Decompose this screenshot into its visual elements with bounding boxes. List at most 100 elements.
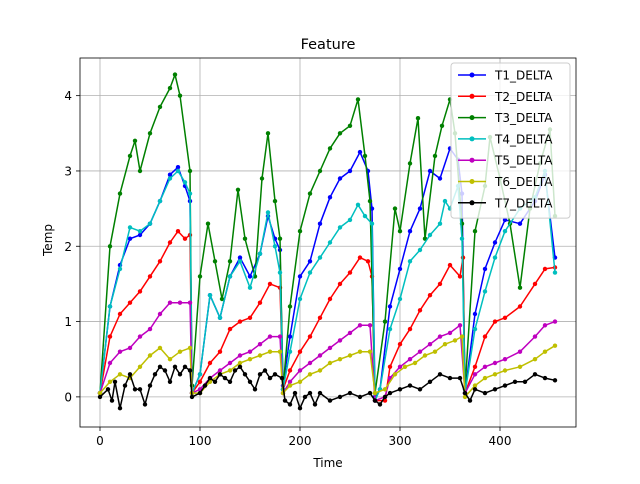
- data-point: [382, 394, 388, 400]
- data-point: [197, 390, 203, 396]
- data-point: [227, 259, 233, 264]
- data-point: [492, 240, 498, 245]
- data-point: [327, 345, 333, 351]
- data-point: [417, 349, 423, 354]
- data-point: [257, 372, 263, 377]
- data-point: [347, 168, 353, 174]
- data-point: [317, 353, 323, 358]
- data-point: [492, 255, 498, 260]
- legend-item: T7_DELTA: [458, 196, 553, 210]
- data-point: [437, 221, 443, 226]
- data-point: [187, 191, 193, 196]
- data-point: [247, 285, 253, 290]
- data-point: [397, 296, 403, 302]
- data-point: [137, 168, 143, 174]
- data-point: [142, 402, 148, 407]
- y-tick-label: 0: [64, 390, 72, 404]
- legend-item: T5_DELTA: [458, 154, 553, 168]
- data-point: [132, 387, 138, 392]
- data-point: [172, 364, 178, 369]
- data-point: [227, 360, 233, 366]
- data-point: [459, 236, 465, 241]
- data-point: [427, 342, 433, 347]
- data-point: [287, 334, 293, 339]
- data-point: [522, 379, 528, 384]
- data-point: [307, 360, 313, 366]
- data-point: [367, 390, 373, 396]
- data-point: [382, 387, 388, 392]
- legend-marker: [469, 93, 475, 99]
- legend-item: T4_DELTA: [458, 132, 553, 146]
- data-point: [482, 266, 488, 272]
- legend: T1_DELTA T2_DELTA T3_DELTA T4_DELTA T5_DELTA…: [450, 62, 571, 219]
- data-point: [187, 345, 193, 351]
- data-point: [397, 364, 403, 369]
- data-point: [367, 323, 373, 328]
- data-point: [482, 375, 488, 381]
- legend-label: T2_DELTA: [494, 90, 553, 104]
- data-point: [327, 240, 333, 245]
- data-point: [105, 387, 111, 392]
- data-point: [187, 368, 193, 373]
- data-point: [175, 229, 181, 234]
- data-point: [337, 338, 343, 343]
- data-point: [482, 289, 488, 294]
- data-point: [222, 375, 228, 381]
- data-point: [257, 353, 263, 358]
- legend-label: T3_DELTA: [494, 111, 553, 125]
- legend-marker: [469, 115, 475, 121]
- data-point: [252, 387, 258, 392]
- data-point: [397, 387, 403, 392]
- data-point: [552, 270, 558, 275]
- data-point: [297, 274, 303, 279]
- data-point: [502, 315, 508, 320]
- data-point: [357, 323, 363, 328]
- data-point: [397, 342, 403, 347]
- data-point: [257, 300, 263, 305]
- data-point: [277, 270, 283, 275]
- series-t7-delta: [97, 364, 558, 411]
- data-point: [242, 236, 248, 241]
- data-point: [472, 229, 478, 234]
- data-point: [267, 334, 273, 339]
- data-point: [542, 266, 548, 272]
- data-point: [337, 131, 343, 136]
- data-point: [512, 379, 518, 384]
- data-point: [187, 168, 193, 174]
- data-point: [372, 390, 378, 396]
- data-point: [327, 195, 333, 200]
- data-point: [262, 368, 268, 373]
- data-point: [462, 390, 468, 396]
- data-point: [472, 326, 478, 332]
- data-point: [472, 364, 478, 369]
- x-tick-label: 300: [389, 434, 412, 448]
- data-point: [357, 149, 363, 155]
- data-point: [297, 368, 303, 373]
- x-tick-label: 200: [289, 434, 312, 448]
- data-point: [457, 323, 463, 328]
- data-point: [402, 364, 408, 369]
- series-line: [99, 170, 556, 402]
- data-point: [457, 274, 463, 279]
- data-point: [387, 390, 393, 396]
- y-axis-label: Temp: [41, 224, 55, 257]
- data-point: [317, 255, 323, 260]
- data-point: [422, 353, 428, 358]
- data-point: [357, 255, 363, 260]
- data-point: [347, 390, 353, 396]
- data-point: [177, 349, 183, 354]
- data-point: [97, 390, 103, 396]
- data-point: [212, 379, 218, 384]
- data-point: [177, 93, 183, 98]
- data-point: [447, 375, 453, 381]
- data-point: [287, 349, 293, 354]
- data-point: [197, 372, 203, 377]
- x-axis-ticks: 0 100 200 300 400: [96, 427, 511, 448]
- data-point: [437, 281, 443, 287]
- data-point: [532, 357, 538, 362]
- data-point: [327, 296, 333, 302]
- data-point: [287, 368, 293, 373]
- legend-item: T3_DELTA: [458, 111, 553, 125]
- data-point: [492, 319, 498, 324]
- data-point: [237, 364, 243, 369]
